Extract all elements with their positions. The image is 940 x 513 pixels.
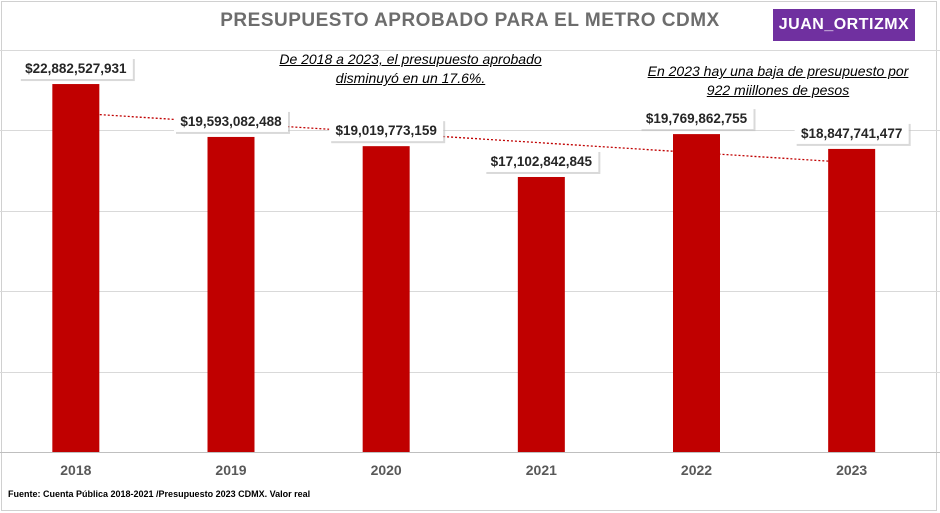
x-tick-2019: 2019 [215,462,246,478]
x-tick-2020: 2020 [371,462,402,478]
x-tick-2022: 2022 [681,462,712,478]
x-tick-2023: 2023 [836,462,867,478]
data-label-text: $17,102,842,845 [491,154,593,169]
data-labels: $22,882,527,931 $19,593,082,488 $19,019,77… [18,57,911,174]
annotation-2023-drop-line1: En 2023 hay una baja de presupuesto por [647,63,909,79]
data-label-box [329,119,444,142]
data-label-2018: $22,882,527,931 [18,57,135,82]
annotation-decrease-line2: disminuyó en un 17.6%. [335,70,486,86]
bar-2023 [828,148,876,452]
data-label-text: $19,769,862,755 [646,111,748,126]
data-label-box [174,109,288,132]
bar-2019 [207,136,255,452]
data-label-text: $19,019,773,159 [335,123,436,138]
annotation-decrease: De 2018 a 2023, el presupuesto aprobado … [258,50,563,88]
data-label-box [484,149,599,172]
data-label-2020: $19,019,773,159 [329,119,446,144]
source-note: Fuente: Cuenta Pública 2018-2021 /Presup… [8,489,311,499]
data-label-box [794,121,909,144]
data-label-2023: $18,847,741,477 [794,121,911,146]
data-label-text: $22,882,527,931 [25,61,127,76]
x-tick-2021: 2021 [526,462,557,478]
bars [52,84,876,453]
annotation-decrease-line1: De 2018 a 2023, el presupuesto aprobado [279,51,542,67]
gridlines [0,50,940,453]
bar-2021 [517,176,565,453]
data-label-2022: $19,769,862,755 [639,107,756,132]
bar-2018 [52,84,100,452]
data-label-text: $18,847,741,477 [801,126,902,141]
author-badge: JUAN_ORTIZMX [773,9,915,41]
data-label-box [18,57,133,80]
data-label-2021: $17,102,842,845 [484,149,601,174]
annotation-2023-drop: En 2023 hay una baja de presupuesto por … [628,62,928,100]
annotation-2023-drop-line2: 922 miillones de pesos [706,82,850,98]
x-axis-ticks: 2018 2019 2020 2021 2022 2023 [60,462,867,478]
data-label-box [639,107,754,130]
bar-2022 [673,134,720,453]
x-tick-2018: 2018 [60,462,91,478]
data-label-text: $19,593,082,488 [180,114,282,129]
data-label-2019: $19,593,082,488 [174,109,290,134]
bar-2020 [362,146,410,452]
chart-title: PRESUPUESTO APROBADO PARA EL METRO CDMX [220,10,720,31]
